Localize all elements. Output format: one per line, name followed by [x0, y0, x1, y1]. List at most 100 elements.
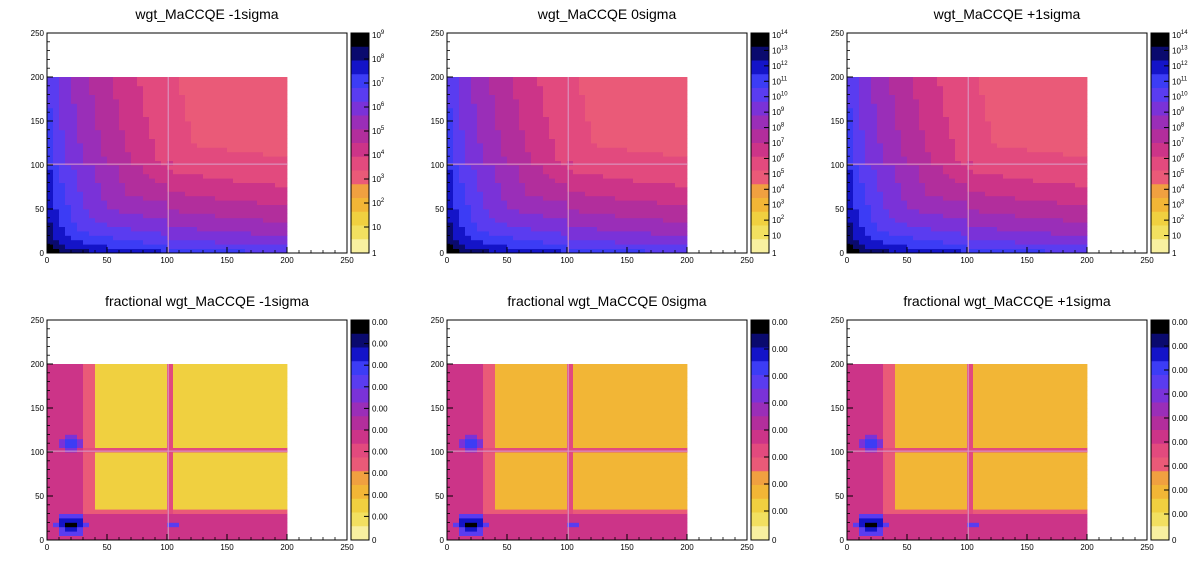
heatmap-cell	[549, 94, 556, 100]
heatmap-cell	[597, 209, 604, 214]
heatmap-cell	[865, 85, 872, 91]
heatmap-cell	[537, 217, 544, 223]
heatmap-cell	[1015, 204, 1022, 210]
heatmap-cell	[591, 244, 598, 249]
heatmap-cell	[537, 235, 544, 241]
heatmap-cell	[501, 156, 508, 161]
heatmap-cell	[543, 169, 550, 175]
heatmap-cell	[585, 187, 592, 192]
heatmap-cell	[501, 204, 508, 210]
heatmap-cell	[901, 195, 908, 201]
heatmap-cell	[257, 191, 264, 197]
heatmap-cell	[173, 191, 180, 197]
heatmap-cell	[919, 138, 926, 144]
heatmap-cell	[167, 147, 174, 153]
heatmap-cell	[47, 173, 54, 179]
heatmap-cell	[113, 231, 120, 236]
heatmap-cell	[973, 178, 980, 183]
heatmap-cell	[59, 147, 66, 153]
heatmap-cell	[501, 213, 508, 219]
heatmap-cell	[871, 173, 878, 179]
heatmap-cell	[53, 129, 60, 135]
heatmap-cell	[83, 173, 90, 179]
heatmap-cell	[203, 165, 210, 170]
heatmap-cell	[991, 169, 998, 175]
heatmap-cell	[281, 103, 288, 109]
heatmap-cell	[597, 231, 604, 236]
heatmap-cell	[185, 81, 192, 87]
heatmap-cell	[979, 116, 986, 122]
heatmap-cell	[203, 244, 210, 249]
heatmap-cell	[561, 143, 568, 148]
heatmap-cell	[961, 182, 968, 188]
heatmap-cell	[167, 226, 174, 232]
heatmap-cell	[71, 156, 78, 161]
heatmap-cell	[615, 81, 622, 87]
heatmap-cell	[1021, 116, 1028, 122]
heatmap-cell	[513, 94, 520, 100]
heatmap-cell	[489, 244, 496, 249]
heatmap-cell	[275, 94, 282, 100]
heatmap-cell	[979, 103, 986, 109]
heatmap-cell	[531, 134, 538, 139]
heatmap-cell	[1009, 209, 1016, 214]
heatmap-cell	[979, 239, 986, 245]
heatmap-cell	[1027, 94, 1034, 100]
heatmap-cell	[245, 85, 252, 91]
heatmap-cell	[215, 138, 222, 144]
heatmap-cell	[519, 239, 526, 245]
heatmap-cell	[675, 173, 682, 179]
heatmap-cell	[525, 195, 532, 201]
color-scale-band	[351, 88, 369, 103]
heatmap-cell	[1021, 209, 1028, 214]
heatmap-cell	[1015, 200, 1022, 205]
heatmap-cell	[579, 99, 586, 104]
heatmap-cell	[657, 151, 664, 157]
heatmap-cell	[895, 213, 902, 219]
z-tick-base: 1	[772, 249, 777, 258]
heatmap-cell	[985, 81, 992, 87]
heatmap-cell	[543, 165, 550, 170]
heatmap-cell	[579, 121, 586, 126]
heatmap-cell	[859, 222, 866, 227]
heatmap-cell	[281, 77, 288, 82]
heatmap-cell	[955, 99, 962, 104]
heatmap-cell	[161, 112, 168, 117]
heatmap-cell	[609, 209, 616, 214]
heatmap-cell	[495, 235, 502, 241]
heatmap-cell	[913, 107, 920, 113]
z-tick-exponent: 9	[781, 107, 785, 113]
heatmap-cell	[447, 134, 454, 139]
heatmap-cell	[543, 187, 550, 192]
heatmap-cell	[883, 182, 890, 188]
heatmap-cell	[543, 151, 550, 157]
heatmap-cell	[985, 116, 992, 122]
heatmap-cell	[89, 248, 96, 254]
heatmap-cell	[847, 169, 854, 175]
heatmap-cell	[555, 107, 562, 113]
heatmap-cell	[1021, 147, 1028, 153]
color-scale-band	[351, 74, 369, 89]
heatmap-cell	[495, 138, 502, 144]
heatmap-cell	[227, 121, 234, 126]
heatmap-cell	[639, 182, 646, 188]
heatmap-cell	[53, 121, 60, 126]
heatmap-cell	[233, 107, 240, 113]
heatmap-cell	[507, 107, 514, 113]
heatmap-cell	[967, 200, 974, 205]
heatmap-cell	[1009, 129, 1016, 135]
heatmap-cell	[561, 226, 568, 232]
heatmap-cell	[871, 231, 878, 236]
heatmap-cell	[143, 200, 150, 205]
heatmap-cell	[447, 239, 454, 245]
heatmap-cell	[525, 244, 532, 249]
heatmap-cell	[895, 160, 902, 166]
heatmap-cell	[633, 191, 640, 197]
heatmap-cell	[853, 85, 860, 91]
heatmap-cell	[53, 169, 60, 175]
heatmap-cell	[269, 248, 276, 254]
heatmap-cell	[901, 160, 908, 166]
heatmap-cell	[149, 239, 156, 245]
heatmap-cell	[83, 85, 90, 91]
heatmap-cell	[973, 125, 980, 131]
